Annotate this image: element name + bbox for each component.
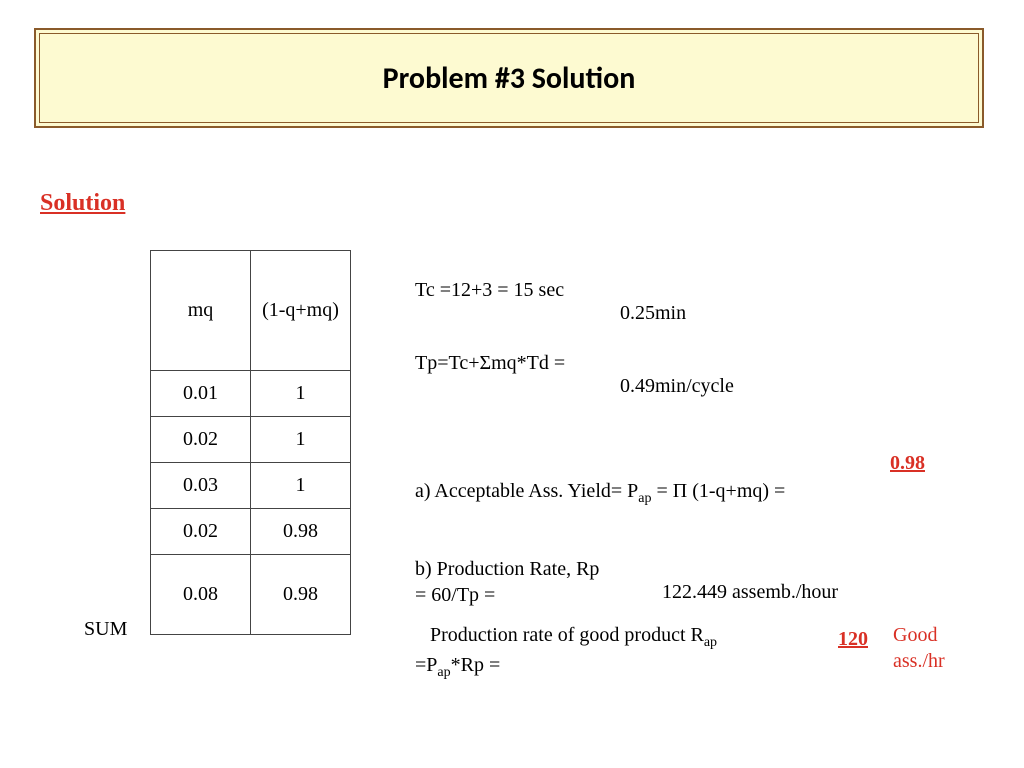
table-row: 0.03 1 — [151, 463, 351, 509]
b-text: b) Production Rate, Rp = 60/Tp = — [415, 556, 615, 608]
c-text: Production rate of good product Rap =Pap… — [430, 622, 717, 682]
title-box: Problem #3 Solution — [34, 28, 984, 128]
c-line2b: *Rp = — [451, 654, 501, 676]
col-header-1qmq: (1-q+mq) — [251, 251, 351, 371]
tp-value: 0.49min/cycle — [620, 375, 734, 398]
c-result: 120 — [838, 628, 868, 651]
data-table: mq (1-q+mq) 0.01 1 0.02 1 0.03 1 0.02 0.… — [150, 250, 351, 635]
table-row: 0.02 0.98 — [151, 509, 351, 555]
a-suffix: = Π (1-q+mq) = — [652, 480, 786, 502]
tp-text: Tp=Tc+Σmq*Td = — [415, 350, 605, 376]
sum-cell: 0.08 — [151, 555, 251, 635]
cell: 1 — [251, 417, 351, 463]
a-prefix: a) Acceptable Ass. Yield= P — [415, 480, 638, 502]
sum-cell: 0.98 — [251, 555, 351, 635]
solution-heading: Solution — [40, 190, 125, 217]
tc-text: Tc =12+3 = 15 sec — [415, 277, 605, 303]
a-text: a) Acceptable Ass. Yield= Pap = Π (1-q+m… — [415, 478, 785, 508]
col-header-mq: mq — [151, 251, 251, 371]
c-prefix: Production rate of good product R — [430, 624, 704, 646]
cell: 0.03 — [151, 463, 251, 509]
cell: 0.01 — [151, 371, 251, 417]
b-value: 122.449 assemb./hour — [662, 581, 838, 604]
a-sub: ap — [638, 491, 651, 506]
table-row: 0.02 1 — [151, 417, 351, 463]
cell: 0.02 — [151, 509, 251, 555]
sum-label: SUM — [84, 618, 127, 641]
tc-value: 0.25min — [620, 302, 686, 325]
cell: 0.98 — [251, 509, 351, 555]
c-unit: Good ass./hr — [893, 622, 973, 674]
c-sub1: ap — [704, 635, 717, 650]
cell: 1 — [251, 463, 351, 509]
page-title: Problem #3 Solution — [39, 33, 979, 123]
cell: 1 — [251, 371, 351, 417]
sum-row: 0.08 0.98 — [151, 555, 351, 635]
table-row: 0.01 1 — [151, 371, 351, 417]
c-line2a: =P — [415, 654, 437, 676]
cell: 0.02 — [151, 417, 251, 463]
c-sub2: ap — [437, 665, 450, 680]
a-result: 0.98 — [890, 452, 925, 475]
